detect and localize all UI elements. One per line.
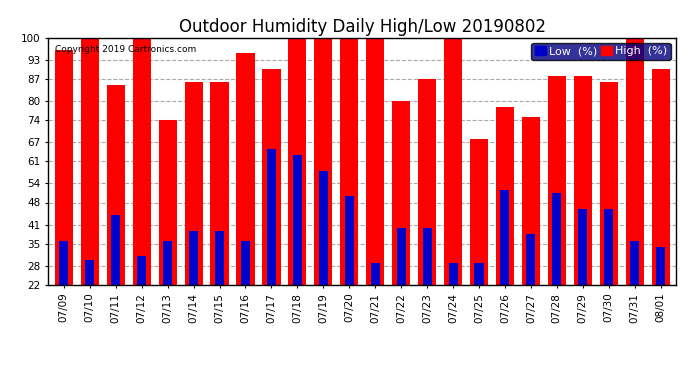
Bar [500, 190, 509, 285]
Bar [262, 69, 281, 285]
Bar [184, 82, 203, 285]
Bar [448, 263, 457, 285]
Bar [241, 241, 250, 285]
Bar [189, 231, 198, 285]
Bar [340, 38, 358, 285]
Bar [392, 101, 411, 285]
Bar [371, 263, 380, 285]
Bar [137, 256, 146, 285]
Bar [418, 79, 436, 285]
Title: Outdoor Humidity Daily High/Low 20190802: Outdoor Humidity Daily High/Low 20190802 [179, 18, 546, 36]
Bar [159, 120, 177, 285]
Bar [345, 196, 354, 285]
Bar [548, 76, 566, 285]
Bar [496, 107, 514, 285]
Bar [475, 263, 484, 285]
Bar [55, 50, 73, 285]
Bar [267, 148, 276, 285]
Bar [600, 82, 618, 285]
Bar [656, 247, 665, 285]
Bar [522, 117, 540, 285]
Bar [319, 171, 328, 285]
Bar [132, 38, 151, 285]
Bar [288, 38, 306, 285]
Bar [59, 241, 68, 285]
Bar [215, 231, 224, 285]
Bar [630, 241, 639, 285]
Bar [444, 38, 462, 285]
Bar [314, 38, 333, 285]
Bar [526, 234, 535, 285]
Bar [163, 241, 172, 285]
Bar [81, 38, 99, 285]
Bar [293, 155, 302, 285]
Bar [573, 76, 592, 285]
Legend: Low  (%), High  (%): Low (%), High (%) [531, 43, 671, 60]
Bar [552, 193, 562, 285]
Bar [604, 209, 613, 285]
Bar [626, 38, 644, 285]
Bar [578, 209, 587, 285]
Bar [397, 228, 406, 285]
Text: Copyright 2019 Cartronics.com: Copyright 2019 Cartronics.com [55, 45, 196, 54]
Bar [86, 260, 95, 285]
Bar [237, 53, 255, 285]
Bar [470, 139, 488, 285]
Bar [366, 38, 384, 285]
Bar [107, 85, 125, 285]
Bar [111, 215, 120, 285]
Bar [422, 228, 432, 285]
Bar [210, 82, 228, 285]
Bar [651, 69, 670, 285]
